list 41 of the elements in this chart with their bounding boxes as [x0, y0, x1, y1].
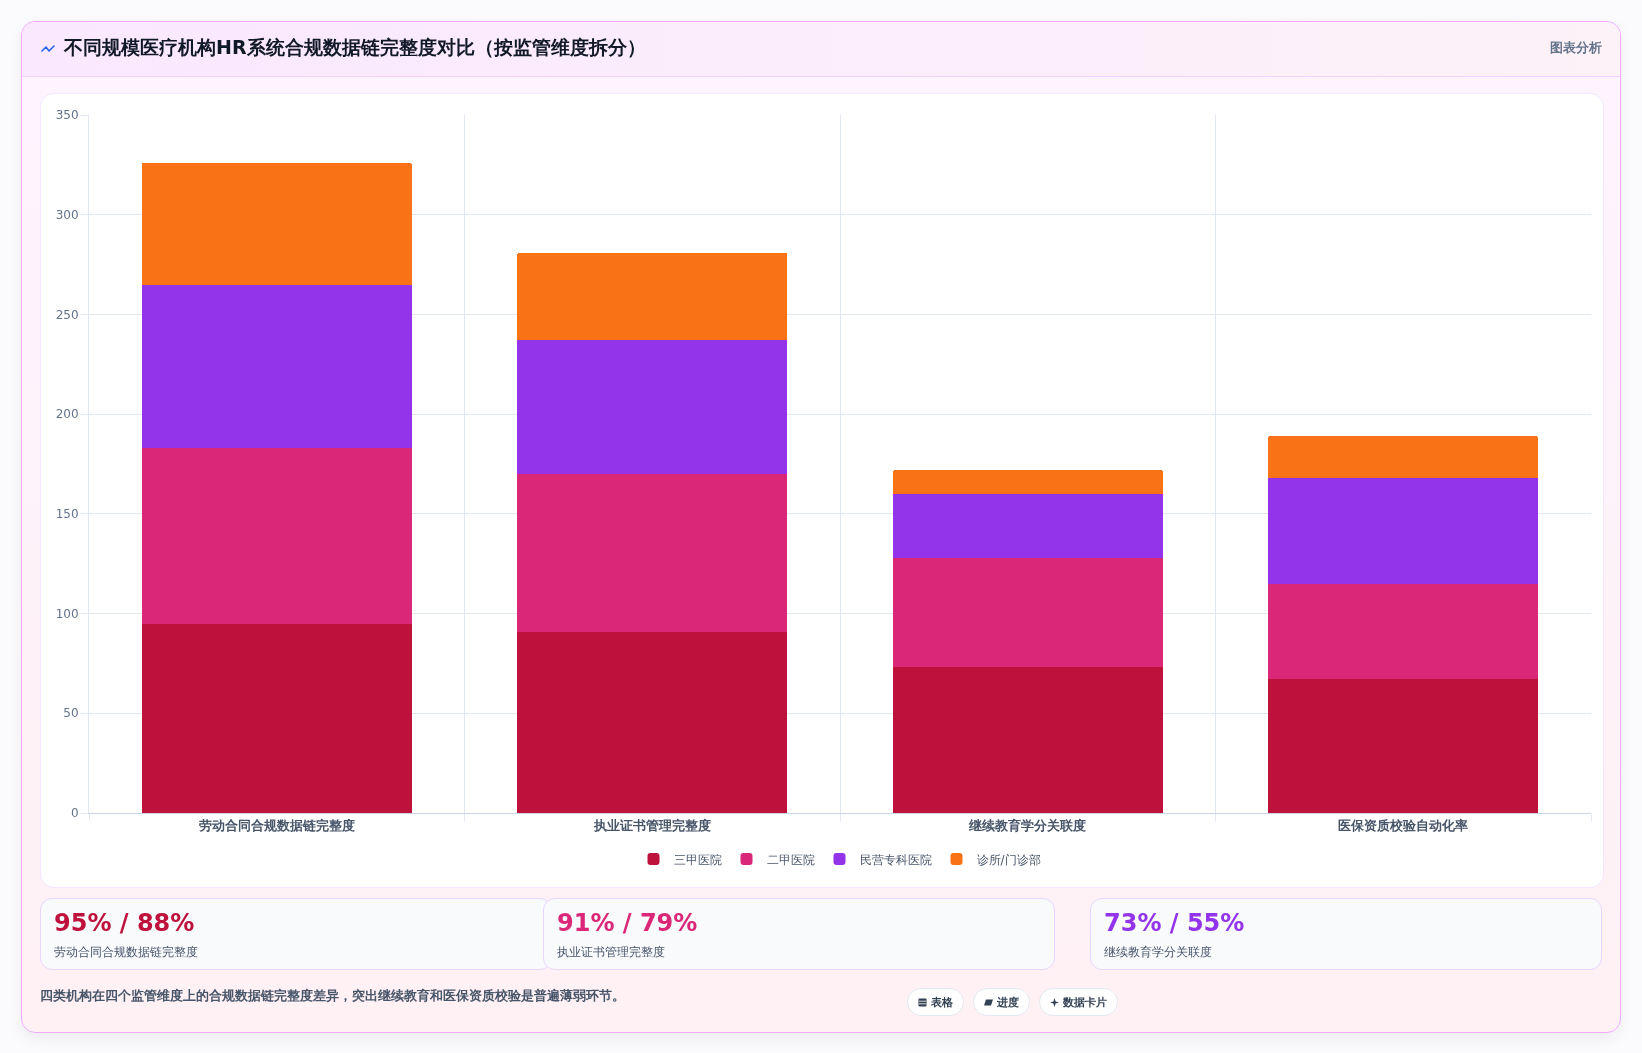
data-card-button: 数据卡片 — [1039, 988, 1118, 1016]
bar — [141, 623, 412, 813]
legend-label: 诊所/门诊部 — [976, 852, 1041, 867]
bar — [1268, 583, 1539, 680]
bar — [1268, 477, 1539, 584]
text: 图表分析 — [1550, 39, 1602, 57]
y-tick-label: 150 — [55, 507, 79, 522]
bar — [892, 469, 1163, 494]
text: 四类机构在四个监管维度上的合规数据链完整度差异，突出继续教育和医保资质校验是普遍薄弱环节。 — [40, 987, 625, 1005]
legend-label: 二甲医院 — [766, 852, 815, 867]
bar — [892, 667, 1163, 813]
legend-label: 三甲医院 — [673, 852, 722, 867]
bar — [141, 448, 412, 624]
progress-button: 进度 — [973, 988, 1030, 1016]
chart-panel: 劳动合同合规数据链完整度 执业证书管理完整度 继续教育学分关联度 医保资质校验自动化率 0 50 100 150 200 250 300 350 三甲医院 二甲医院 民营专科医院 诊所/门诊部 — [40, 93, 1604, 888]
bar — [517, 252, 788, 341]
y-tick-label: 100 — [55, 606, 79, 621]
stat-card: 73% / 55% 继续教育学分关联度 — [1090, 898, 1602, 970]
bar — [892, 557, 1163, 668]
x-tick-label: 执业证书管理完整度 — [592, 817, 711, 833]
y-tick-label: 200 — [55, 407, 79, 422]
y-tick-label: 250 — [55, 307, 79, 322]
y-tick-label: 350 — [55, 108, 79, 123]
table-button: 表格 — [907, 988, 964, 1016]
y-tick-label: 50 — [63, 706, 79, 721]
y-tick-label: 300 — [55, 207, 79, 222]
bar — [141, 162, 412, 285]
bar — [892, 493, 1163, 558]
legend-label: 民营专科医院 — [859, 852, 932, 867]
bar — [517, 473, 788, 632]
bar — [517, 631, 788, 813]
x-tick-label: 继续教育学分关联度 — [968, 817, 1087, 833]
bar — [1268, 436, 1539, 478]
stat-card: 91% / 79% 执业证书管理完整度 — [543, 898, 1055, 970]
bar — [517, 340, 788, 474]
x-tick-label: 医保资质校验自动化率 — [1338, 817, 1469, 833]
chart-title: 不同规模医疗机构HR系统合规数据链完整度对比（按监管维度拆分） — [64, 35, 646, 60]
bar — [141, 284, 412, 449]
y-tick-label: 0 — [70, 806, 79, 821]
bar — [1268, 679, 1539, 813]
x-tick-label: 劳动合同合规数据链完整度 — [198, 817, 355, 833]
